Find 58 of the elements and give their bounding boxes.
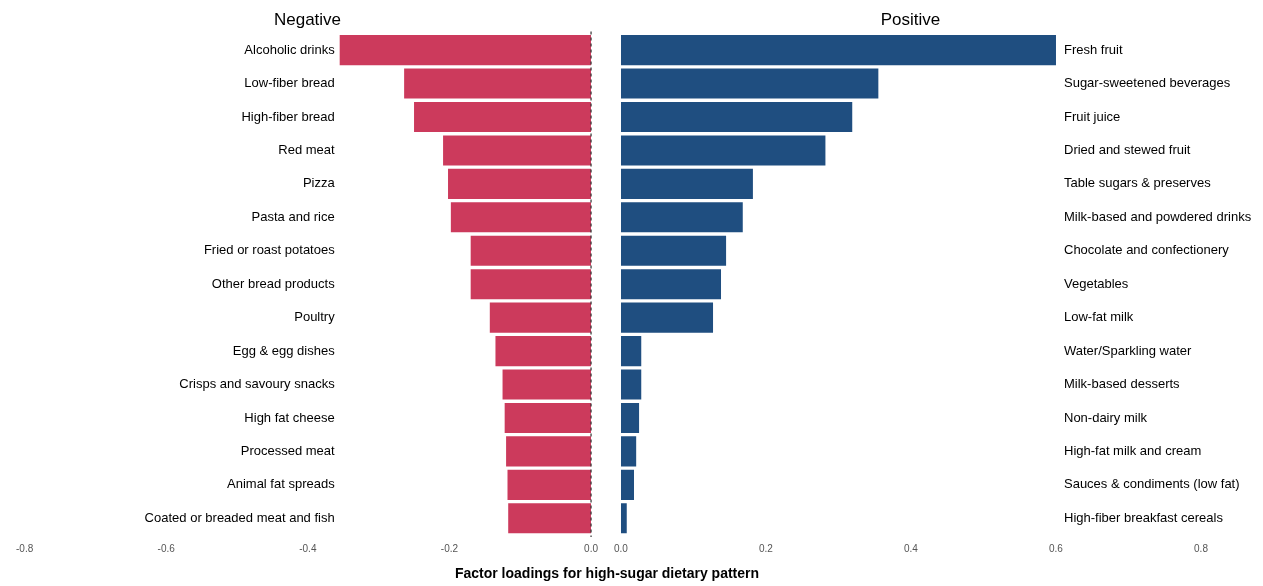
y-tick-label: Egg & egg dishes: [232, 342, 336, 358]
x-tick-label: 0.2: [759, 542, 774, 554]
y-tick-label: Milk-based desserts: [1063, 376, 1181, 392]
y-tick-label: Other bread products: [211, 275, 336, 291]
bar: [620, 135, 826, 166]
y-tick-label: Red meat: [278, 142, 336, 158]
x-axis-title: Factor loadings for high-sugar dietary pattern: [453, 565, 761, 581]
y-tick-label: Coated or breaded meat and fish: [144, 509, 335, 525]
bar: [620, 35, 1056, 66]
x-tick-label: -0.2: [440, 542, 459, 554]
bar: [620, 402, 640, 434]
y-tick-label: Table sugars & preserves: [1063, 175, 1212, 191]
bar: [620, 369, 642, 400]
y-tick-label: Vegetables: [1063, 275, 1129, 291]
x-tick-label: -0.8: [16, 542, 34, 554]
x-tick-label: 0.0: [584, 542, 599, 554]
y-tick-label: High fat cheese: [244, 409, 335, 425]
bar: [620, 336, 642, 367]
bar: [620, 235, 727, 266]
x-tick-label: 0.4: [904, 542, 919, 554]
x-tick-label: 0.8: [1194, 542, 1209, 554]
y-tick-label: Fried or roast potatoes: [203, 242, 336, 258]
bar: [620, 168, 753, 199]
y-tick-label: Animal fat spreads: [227, 476, 336, 492]
y-tick-label: Sugar-sweetened beverages: [1063, 75, 1231, 91]
y-tick-label: Crisps and savoury snacks: [179, 376, 336, 392]
bar: [620, 436, 637, 467]
x-tick-label: 0.0: [614, 542, 629, 554]
y-tick-label: High-fat milk and cream: [1063, 442, 1202, 458]
y-tick-label: Low-fiber bread: [244, 75, 335, 91]
y-tick-label: Pizza: [302, 175, 336, 191]
bar: [620, 469, 634, 500]
y-tick-label: Processed meat: [240, 442, 336, 458]
y-tick-label: High-fiber bread: [241, 108, 335, 124]
y-tick-label: Low-fat milk: [1063, 309, 1134, 325]
bar: [620, 269, 722, 300]
bar: [620, 101, 853, 133]
y-tick-label: Fresh fruit: [1063, 41, 1123, 57]
y-tick-label: Sauces & condiments (low fat): [1063, 476, 1240, 492]
y-tick-label: Poultry: [294, 309, 336, 325]
y-tick-label: Dried and stewed fruit: [1063, 142, 1191, 158]
bar: [620, 68, 879, 99]
x-tick-label: -0.4: [299, 542, 317, 554]
y-tick-label: Water/Sparkling water: [1063, 342, 1193, 358]
y-tick-label: Chocolate and confectionery: [1063, 242, 1230, 258]
chart-title: Negative: [273, 9, 342, 29]
chart-title: Positive: [880, 9, 941, 29]
y-tick-label: Fruit juice: [1063, 108, 1121, 124]
bar: [620, 202, 743, 233]
x-tick-label: 0.6: [1049, 542, 1064, 554]
y-tick-label: Non-dairy milk: [1063, 409, 1148, 425]
y-tick-label: Alcoholic drinks: [244, 41, 336, 57]
y-tick-label: High-fiber breakfast cereals: [1063, 509, 1224, 525]
x-tick-label: -0.6: [157, 542, 176, 554]
bar: [620, 503, 627, 534]
bar: [620, 302, 714, 333]
y-tick-label: Milk-based and powdered drinks: [1063, 208, 1252, 224]
y-tick-label: Pasta and rice: [251, 208, 335, 224]
